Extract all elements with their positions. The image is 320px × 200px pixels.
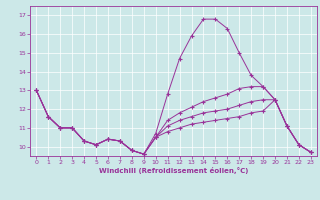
X-axis label: Windchill (Refroidissement éolien,°C): Windchill (Refroidissement éolien,°C) — [99, 167, 248, 174]
